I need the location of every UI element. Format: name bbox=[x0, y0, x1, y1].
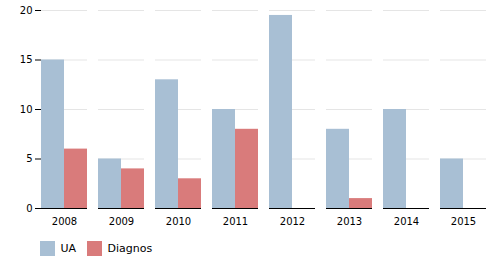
svg-text:2008: 2008 bbox=[52, 216, 77, 227]
svg-text:5: 5 bbox=[26, 153, 32, 164]
svg-text:2014: 2014 bbox=[394, 216, 419, 227]
svg-text:2009: 2009 bbox=[109, 216, 134, 227]
html-text:Diagnos: Diagnos bbox=[107, 242, 153, 255]
svg-text:15: 15 bbox=[20, 54, 33, 65]
svg-text:0: 0 bbox=[26, 203, 32, 214]
html-text:UA: UA bbox=[60, 242, 77, 255]
svg-text:2012: 2012 bbox=[280, 216, 305, 227]
svg-text:2013: 2013 bbox=[337, 216, 362, 227]
svg-text:20: 20 bbox=[20, 5, 33, 16]
svg-text:10: 10 bbox=[20, 104, 33, 115]
svg-text:2011: 2011 bbox=[223, 216, 248, 227]
svg-text:2015: 2015 bbox=[451, 216, 476, 227]
svg-text:2010: 2010 bbox=[166, 216, 191, 227]
